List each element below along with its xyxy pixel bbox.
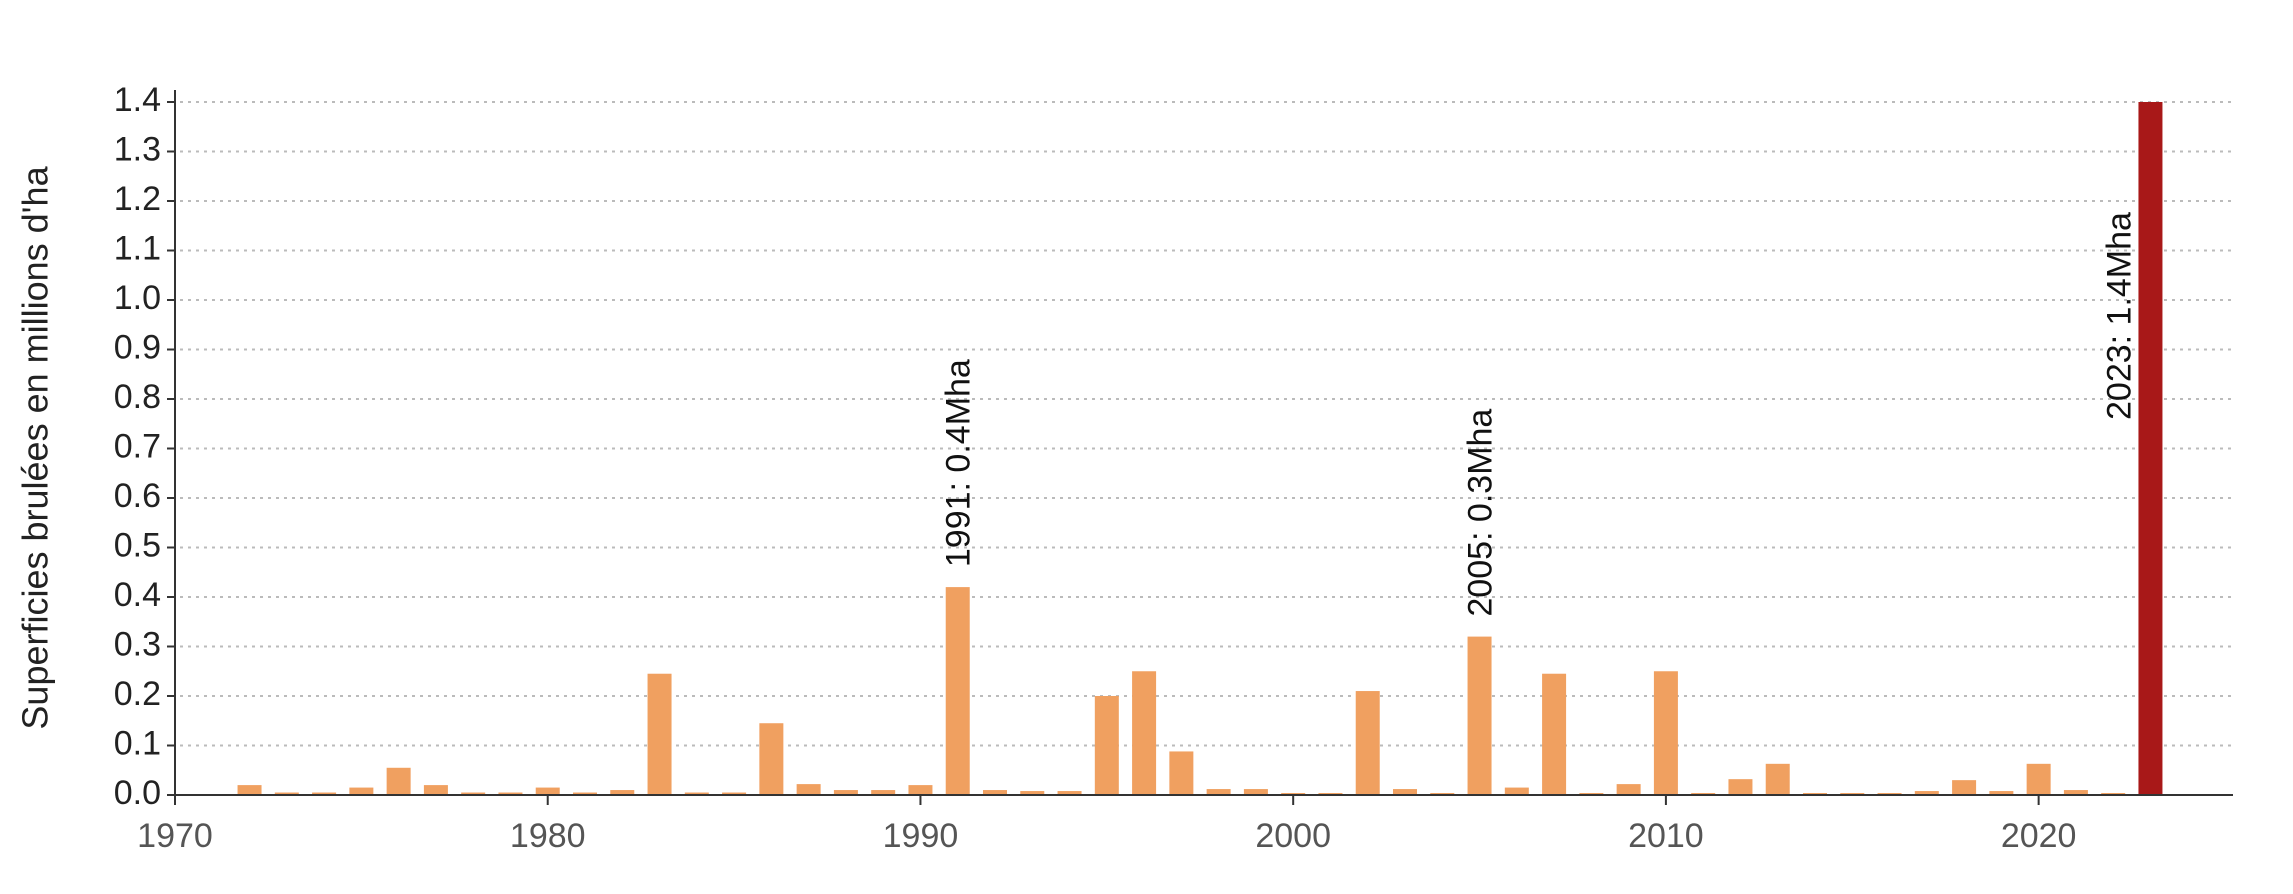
bar-1977	[424, 785, 448, 795]
annotation-1991: 1991: 0.4Mha	[940, 359, 978, 567]
y-tick-label: 0.5	[114, 526, 161, 564]
bar-1980	[536, 788, 560, 795]
x-tick-label: 2010	[1628, 817, 1704, 855]
y-tick-label: 0.4	[114, 576, 161, 614]
y-tick-label: 0.9	[114, 328, 161, 366]
x-tick-labels: 1970 1980 1990 2000 2010 2020	[137, 817, 2076, 855]
bar-2010	[1654, 671, 1678, 795]
bar-1991	[946, 587, 970, 795]
bar-2023	[2138, 102, 2162, 795]
x-tick-label: 2020	[2001, 817, 2077, 855]
y-tick-labels: 0.0 0.1 0.2 0.3 0.4 0.5 0.6 0.7 0.8 0.9 1.0 1.1 1.2 1…	[114, 81, 161, 812]
bar-2005	[1468, 637, 1492, 795]
bar-2006	[1505, 788, 1529, 795]
bar-1976	[387, 768, 411, 795]
x-tick-label: 1990	[883, 817, 959, 855]
gridlines	[180, 102, 2233, 746]
y-tick-label: 1.2	[114, 180, 161, 218]
y-tick-label: 1.0	[114, 279, 161, 317]
bar-1987	[797, 784, 821, 795]
bar-1975	[349, 788, 373, 795]
bar-2009	[1617, 784, 1641, 795]
y-tick-label: 0.3	[114, 625, 161, 663]
bar-1986	[759, 723, 783, 795]
y-axis-title: Superficies brulées en millions d'ha	[15, 165, 56, 729]
annotation-2005: 2005: 0.3Mha	[1462, 409, 1500, 617]
y-tick-label: 0.0	[114, 774, 161, 812]
bar-1996	[1132, 671, 1156, 795]
bar-2020	[2027, 764, 2051, 795]
x-tick-label: 2000	[1255, 817, 1331, 855]
bar-1983	[648, 674, 672, 795]
y-tick-label: 0.2	[114, 675, 161, 713]
bar-2007	[1542, 674, 1566, 795]
y-tick-label: 0.8	[114, 378, 161, 416]
y-tick-label: 0.6	[114, 477, 161, 515]
y-tick-label: 1.4	[114, 81, 161, 119]
bar-1997	[1169, 751, 1193, 795]
annotation-2023: 2023: 1.4Mha	[2100, 212, 2138, 420]
bar-2002	[1356, 691, 1380, 795]
bar-2012	[1728, 779, 1752, 795]
y-tick-label: 0.1	[114, 724, 161, 762]
bar-1972	[238, 785, 262, 795]
y-tick-label: 1.1	[114, 229, 161, 267]
bar-1990	[908, 785, 932, 795]
y-tick-label: 1.3	[114, 130, 161, 168]
annotations: 1991: 0.4Mha 2005: 0.3Mha 2023: 1.4Mha	[940, 212, 2139, 617]
bar-2018	[1952, 780, 1976, 795]
bar-1995	[1095, 696, 1119, 795]
x-tick-label: 1970	[137, 817, 213, 855]
x-tick-label: 1980	[510, 817, 586, 855]
y-tick-label: 0.7	[114, 427, 161, 465]
bar-2013	[1766, 764, 1790, 795]
